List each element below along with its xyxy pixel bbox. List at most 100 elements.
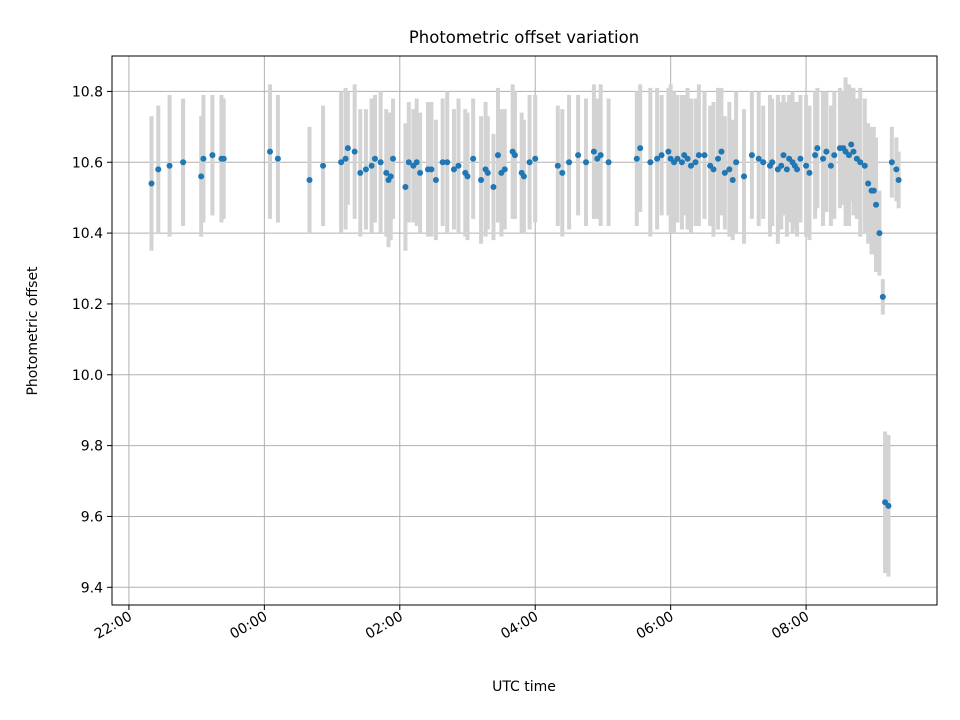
data-point: [778, 162, 785, 169]
y-axis: 9.4 9.6 9.8 10.0 10.2 10.4 10.6 10.8: [72, 84, 112, 596]
data-point: [721, 169, 728, 176]
plot-frame: [111, 55, 938, 606]
data-point: [464, 173, 471, 180]
data-point: [831, 152, 838, 159]
data-point: [803, 162, 810, 169]
data-point: [338, 159, 345, 166]
data-point: [306, 176, 313, 183]
errorbar-layer: [149, 77, 901, 577]
data-point: [274, 155, 281, 162]
y-tick-label: 10.8: [72, 84, 103, 100]
data-point: [783, 166, 790, 173]
data-point: [820, 155, 827, 162]
data-point: [780, 152, 787, 159]
data-point: [432, 176, 439, 183]
data-point: [490, 184, 497, 191]
data-point: [494, 152, 501, 159]
data-point: [383, 169, 390, 176]
data-point: [760, 159, 767, 166]
data-point: [873, 201, 880, 208]
data-point: [532, 155, 539, 162]
data-point: [198, 173, 205, 180]
data-point: [665, 148, 672, 155]
x-tick-label: 00:00: [227, 609, 270, 643]
data-point: [368, 162, 375, 169]
data-point: [554, 162, 561, 169]
data-point: [357, 169, 364, 176]
data-point: [755, 155, 762, 162]
data-point: [439, 159, 446, 166]
x-axis-label: UTC time: [492, 679, 556, 695]
data-point: [794, 166, 801, 173]
data-point: [827, 162, 834, 169]
data-point: [220, 155, 227, 162]
data-point: [678, 159, 685, 166]
data-point: [511, 152, 518, 159]
data-point: [692, 159, 699, 166]
data-point: [806, 169, 813, 176]
y-tick-label: 10.2: [72, 297, 103, 313]
data-point: [729, 176, 736, 183]
data-point: [351, 148, 358, 155]
x-tick-label: 08:00: [769, 609, 812, 643]
data-point: [377, 159, 384, 166]
data-point: [166, 162, 173, 169]
data-point: [155, 166, 162, 173]
data-point: [575, 152, 582, 159]
y-tick-label: 10.4: [72, 226, 103, 242]
data-point: [484, 169, 491, 176]
data-point: [371, 155, 378, 162]
data-point: [658, 152, 665, 159]
x-tick-label: 06:00: [634, 609, 677, 643]
x-tick-label: 22:00: [92, 609, 135, 643]
data-point: [718, 148, 725, 155]
data-point: [417, 169, 424, 176]
data-point: [597, 152, 604, 159]
y-tick-label: 10.6: [72, 155, 103, 171]
data-point: [848, 141, 855, 148]
data-point: [501, 166, 508, 173]
data-point: [520, 173, 527, 180]
data-point: [180, 159, 187, 166]
data-point: [413, 159, 420, 166]
data-point: [470, 155, 477, 162]
points-layer: [148, 141, 902, 509]
x-tick-label: 02:00: [363, 609, 406, 643]
y-tick-label: 9.4: [81, 580, 103, 596]
data-point: [885, 502, 892, 509]
data-point: [342, 155, 349, 162]
data-point: [647, 159, 654, 166]
data-point: [148, 180, 155, 187]
data-point: [893, 166, 900, 173]
data-point: [857, 159, 864, 166]
data-point: [405, 159, 412, 166]
data-point: [450, 166, 457, 173]
data-point: [888, 159, 895, 166]
data-point: [402, 184, 409, 191]
data-point: [865, 180, 872, 187]
chart-title: Photometric offset variation: [409, 28, 639, 47]
data-point: [478, 176, 485, 183]
data-point: [526, 159, 533, 166]
data-point: [814, 145, 821, 152]
data-point: [344, 145, 351, 152]
data-point: [605, 159, 612, 166]
data-point: [267, 148, 274, 155]
data-point: [861, 162, 868, 169]
data-point: [428, 166, 435, 173]
data-point: [701, 152, 708, 159]
data-point: [559, 169, 566, 176]
x-tick-label: 04:00: [498, 609, 541, 643]
data-point: [583, 159, 590, 166]
data-point: [823, 148, 830, 155]
data-point: [741, 173, 748, 180]
data-point: [209, 152, 216, 159]
data-point: [870, 187, 877, 194]
data-point: [797, 155, 804, 162]
data-point: [895, 176, 902, 183]
data-point: [674, 155, 681, 162]
data-point: [812, 152, 819, 159]
data-point: [684, 155, 691, 162]
y-tick-label: 10.0: [72, 368, 103, 384]
data-point: [748, 152, 755, 159]
